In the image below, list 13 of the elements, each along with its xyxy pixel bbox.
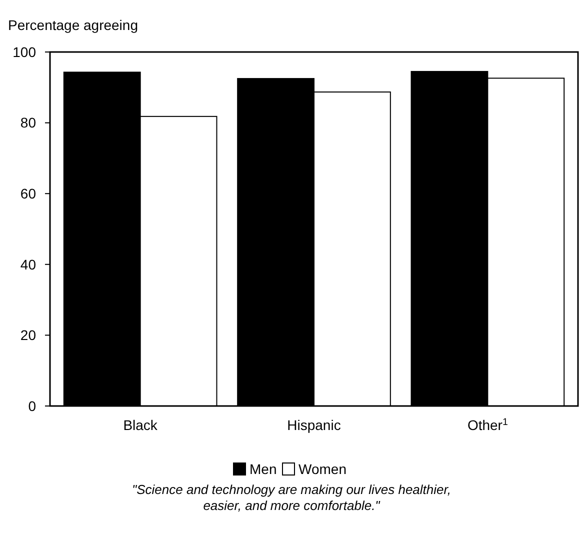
y-tick-label: 0 [28, 398, 36, 414]
legend-label: Women [298, 461, 346, 477]
x-tick-label: Black [123, 417, 158, 433]
y-tick-label: 60 [20, 186, 36, 202]
y-tick-label: 20 [20, 327, 36, 344]
legend-label: Men [250, 461, 277, 477]
y-tick-label: 40 [20, 256, 36, 272]
y-tick-label: 80 [20, 114, 36, 131]
x-tick-label: Other$^{1}$ [467, 416, 508, 433]
y-axis-title: Percentage agreeing [8, 17, 138, 33]
x-tick-label: Hispanic [287, 417, 341, 433]
y-tick-label: 100 [12, 44, 36, 60]
text: "Science and technology are making our lives healthier, easier, and more comfortable." [132, 482, 451, 513]
